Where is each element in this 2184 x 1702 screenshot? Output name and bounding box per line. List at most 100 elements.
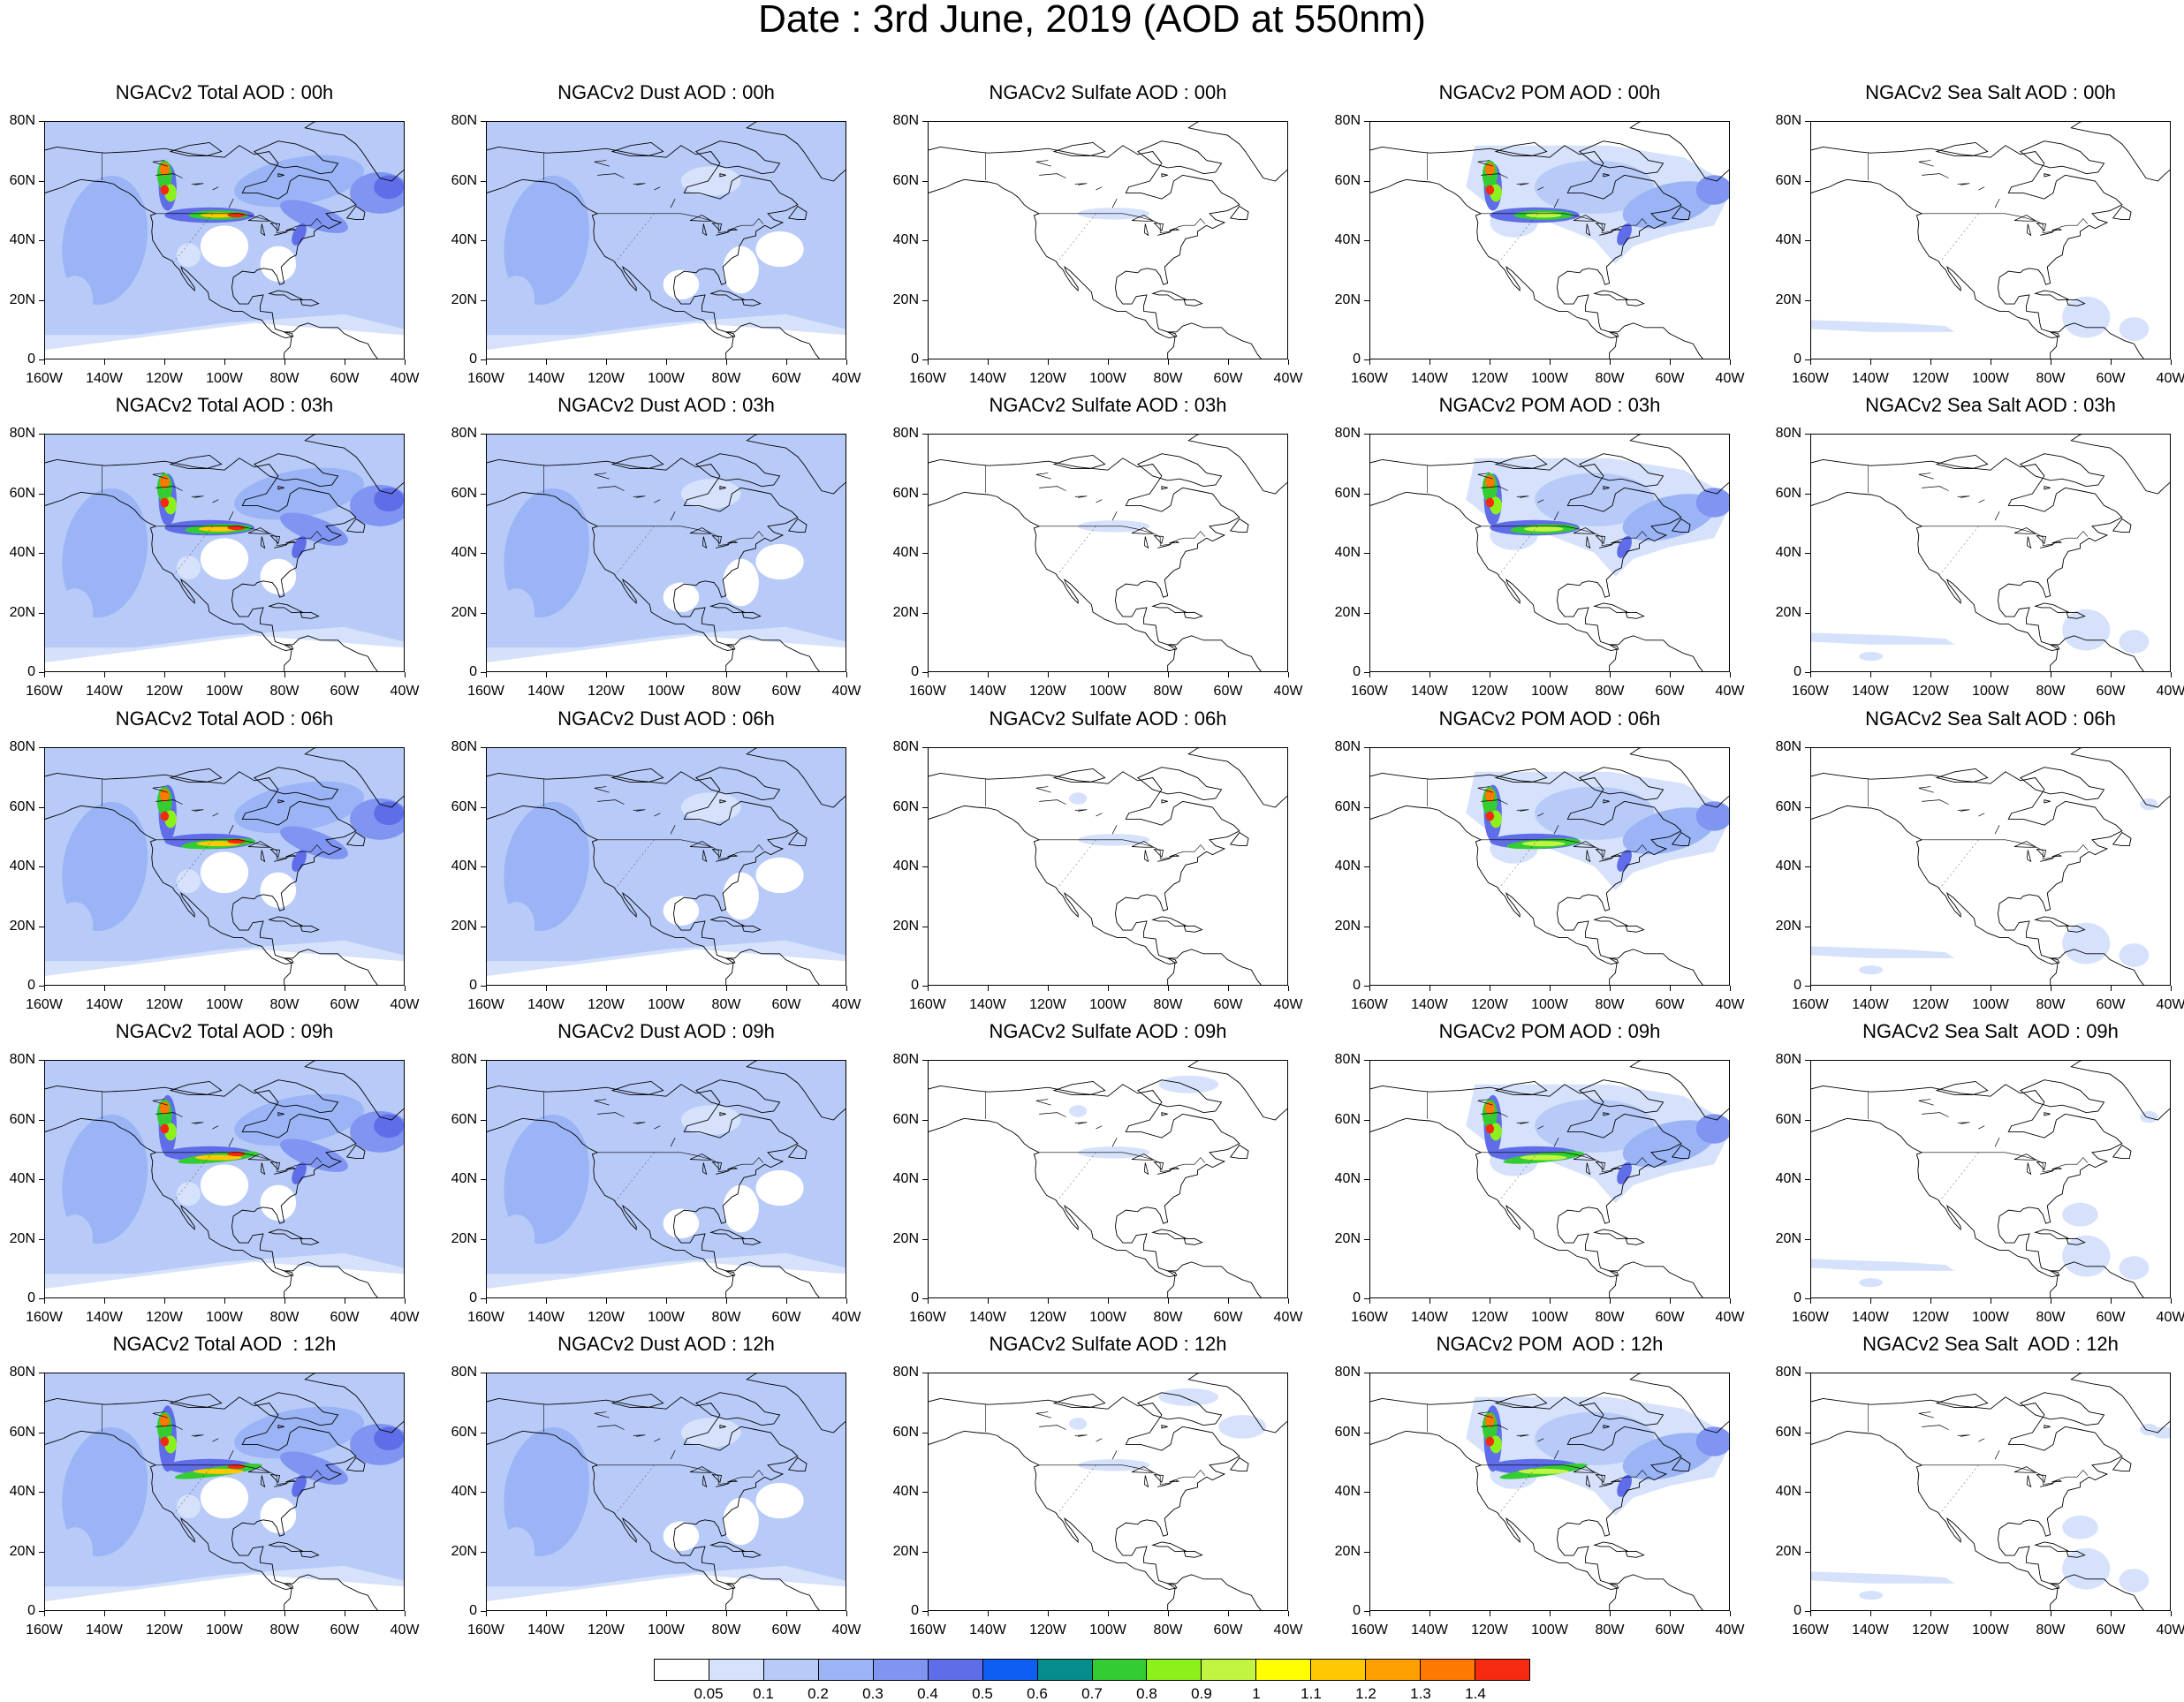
lat-tick bbox=[1364, 986, 1369, 987]
lon-tick-label: 140W bbox=[1411, 997, 1448, 1012]
lat-tick-label: 20N bbox=[9, 291, 35, 307]
lat-tick bbox=[1364, 121, 1369, 122]
lon-tick-label: 160W bbox=[1351, 1310, 1388, 1325]
panel-title-r0-c1: NGACv2 Dust AOD : 00h bbox=[557, 81, 775, 103]
lat-tick bbox=[39, 1238, 44, 1240]
map-field-pom bbox=[1370, 748, 1729, 985]
map-field-total bbox=[45, 435, 404, 671]
lat-tick-label: 20N bbox=[451, 291, 477, 307]
map-panel-sulfate-r4 bbox=[928, 1373, 1288, 1611]
lon-tick bbox=[224, 1298, 225, 1304]
map-panel-seasalt-r1 bbox=[1810, 434, 2171, 672]
colorbar-swatch-0 bbox=[655, 1660, 709, 1680]
map-panel-pom-r3 bbox=[1369, 1060, 1730, 1298]
lon-tick bbox=[606, 986, 607, 991]
lat-tick-label: 60N bbox=[451, 1424, 477, 1440]
lon-tick-label: 140W bbox=[1852, 371, 1889, 386]
lat-tick-label: 40N bbox=[1775, 232, 1801, 247]
lon-tick-label: 80W bbox=[1153, 1310, 1183, 1325]
lon-tick bbox=[1810, 1298, 1811, 1304]
lat-tick bbox=[1805, 747, 1810, 748]
lat-tick bbox=[1364, 1492, 1369, 1493]
lon-tick bbox=[1168, 1298, 1169, 1304]
colorbar-label: 0.9 bbox=[1191, 1685, 1212, 1702]
lat-tick-label: 40N bbox=[1775, 1171, 1801, 1186]
colorbar-label: 1 bbox=[1252, 1685, 1261, 1702]
lon-tick bbox=[405, 672, 406, 677]
map-field-sulfate bbox=[929, 1061, 1287, 1297]
lon-tick bbox=[1429, 1298, 1430, 1304]
lat-tick-label: 60N bbox=[1775, 1111, 1801, 1127]
panel-title-r3-c4: NGACv2 Sea Salt AOD : 09h bbox=[1862, 1020, 2119, 1042]
map-panel-seasalt-r4 bbox=[1810, 1373, 2171, 1611]
lon-tick bbox=[846, 986, 847, 991]
lat-tick-label: 60N bbox=[9, 1111, 35, 1127]
lon-tick-label: 140W bbox=[527, 371, 565, 386]
lon-tick bbox=[1730, 672, 1731, 677]
lon-tick-label: 160W bbox=[1351, 684, 1388, 699]
lat-tick bbox=[1364, 493, 1369, 495]
lat-tick bbox=[481, 986, 486, 987]
map-panel-pom-r0 bbox=[1369, 121, 1730, 359]
lat-tick-label: 20N bbox=[451, 918, 477, 934]
lon-tick-label: 40W bbox=[2156, 1623, 2184, 1638]
lon-tick-label: 100W bbox=[206, 684, 243, 699]
lat-tick-label: 20N bbox=[1334, 1230, 1361, 1246]
lon-tick-label: 120W bbox=[146, 997, 183, 1012]
lon-tick bbox=[846, 672, 847, 677]
lon-tick-label: 80W bbox=[1595, 371, 1625, 386]
lon-tick-label: 60W bbox=[1213, 1310, 1243, 1325]
lat-tick-label: 40N bbox=[892, 545, 919, 560]
lon-tick bbox=[726, 1611, 727, 1616]
lon-tick bbox=[1228, 1611, 1229, 1616]
lon-tick-label: 120W bbox=[1029, 1310, 1066, 1325]
lon-tick bbox=[224, 986, 225, 991]
lon-tick-label: 160W bbox=[467, 684, 504, 699]
lon-tick bbox=[1288, 1298, 1289, 1304]
lat-tick bbox=[39, 1551, 44, 1553]
panel-title-r3-c1: NGACv2 Dust AOD : 09h bbox=[557, 1020, 775, 1042]
map-panel-dust-r3 bbox=[486, 1060, 846, 1298]
map-field-seasalt bbox=[1811, 1373, 2170, 1610]
lon-tick-label: 60W bbox=[330, 1310, 360, 1325]
lat-tick-label: 60N bbox=[892, 1424, 919, 1440]
lon-tick bbox=[284, 986, 285, 991]
lon-tick-label: 40W bbox=[831, 997, 861, 1012]
lat-tick-label: 0 bbox=[911, 978, 919, 993]
lon-tick-label: 140W bbox=[1852, 684, 1889, 699]
lon-tick-label: 60W bbox=[771, 684, 801, 699]
lon-tick-label: 120W bbox=[1029, 371, 1066, 386]
lat-tick-label: 20N bbox=[9, 1543, 35, 1559]
lon-tick bbox=[2111, 1611, 2112, 1616]
colorbar-swatch-4 bbox=[873, 1660, 929, 1680]
lon-tick bbox=[1810, 359, 1811, 365]
lat-tick bbox=[922, 747, 928, 748]
lat-tick-label: 0 bbox=[469, 664, 477, 679]
lat-tick-label: 40N bbox=[9, 232, 35, 247]
colorbar-label: 0.7 bbox=[1081, 1685, 1103, 1702]
lon-tick bbox=[846, 1298, 847, 1304]
panel-title-r2-c3: NGACv2 POM AOD : 06h bbox=[1438, 707, 1661, 730]
panel-title-r2-c4: NGACv2 Sea Salt AOD : 06h bbox=[1865, 707, 2116, 730]
lon-tick-label: 160W bbox=[26, 684, 63, 699]
lon-tick-label: 100W bbox=[1089, 1310, 1126, 1325]
lat-tick-label: 0 bbox=[469, 352, 477, 367]
lon-tick bbox=[666, 1611, 667, 1616]
lon-tick bbox=[846, 1611, 847, 1616]
panel-title-r1-c0: NGACv2 Total AOD : 03h bbox=[115, 394, 334, 416]
lon-tick-label: 60W bbox=[330, 371, 360, 386]
lat-tick bbox=[481, 493, 486, 495]
map-field-sulfate bbox=[929, 435, 1287, 671]
lat-tick-label: 40N bbox=[1775, 859, 1801, 874]
lon-tick bbox=[1870, 1298, 1871, 1304]
colorbar-swatch-6 bbox=[982, 1660, 1038, 1680]
lat-tick-label: 80N bbox=[9, 1052, 35, 1067]
lon-tick bbox=[606, 1611, 607, 1616]
lon-tick-label: 100W bbox=[1531, 1310, 1568, 1325]
map-field-seasalt bbox=[1811, 1061, 2170, 1297]
lat-tick bbox=[481, 180, 486, 182]
lon-tick-label: 60W bbox=[2096, 1310, 2126, 1325]
lat-tick bbox=[39, 434, 44, 435]
lat-tick bbox=[481, 299, 486, 301]
lon-tick-label: 60W bbox=[1213, 997, 1243, 1012]
